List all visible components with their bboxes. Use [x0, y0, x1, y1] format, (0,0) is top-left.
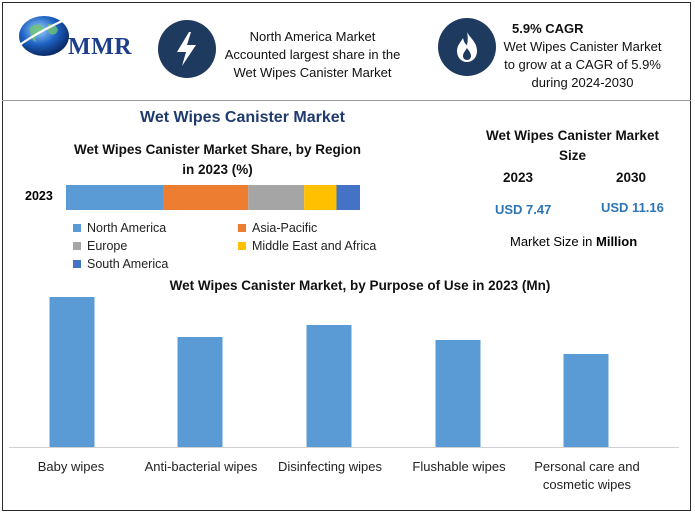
legend-north-america: North America	[73, 221, 166, 235]
legend-swatch	[73, 242, 81, 250]
category-label-line: Baby wipes	[37, 459, 105, 474]
legend-swatch	[238, 242, 246, 250]
region-chart-title-line: Wet Wipes Canister Market Share, by Regi…	[74, 142, 361, 157]
purpose-bar-baby-wipes	[49, 297, 95, 447]
header-right-line: to grow at a CAGR of 5.9%	[504, 57, 661, 72]
market-size-title: Wet Wipes Canister Market Size	[470, 126, 675, 166]
header-left-line: Wet Wipes Canister Market	[233, 65, 392, 80]
header-divider	[2, 100, 691, 101]
market-size-value-2030: USD 11.16	[601, 200, 664, 215]
region-bar-segment-europe	[248, 185, 305, 210]
lightning-icon	[177, 32, 196, 66]
purpose-chart-title: Wet Wipes Canister Market, by Purpose of…	[169, 278, 551, 293]
category-label-line: Disinfecting wipes	[277, 459, 383, 474]
market-size-title-line: Size	[558, 148, 586, 163]
header-left-line: North America Market	[249, 29, 376, 44]
legend-label: South America	[87, 257, 169, 271]
region-bar-segment-middle-east-and-africa	[304, 185, 337, 210]
flame-icon	[457, 32, 477, 62]
purpose-bar-anti-bacterial-wipes	[177, 337, 223, 447]
legend-label: North America	[87, 221, 167, 235]
globe-logo-icon	[17, 14, 75, 56]
region-bar-segment-asia-pacific	[163, 185, 249, 210]
category-label-line: Personal care and	[534, 459, 640, 474]
category-label: Personal care and cosmetic wipes	[522, 458, 652, 494]
market-size-title-line: Wet Wipes Canister Market	[486, 128, 659, 143]
legend-swatch	[73, 260, 81, 268]
purpose-bar-disinfecting-wipes	[306, 325, 352, 447]
market-size-year-2030: 2030	[616, 170, 647, 185]
region-chart-title: Wet Wipes Canister Market Share, by Regi…	[60, 140, 375, 180]
region-chart-title-line: in 2023 (%)	[182, 162, 253, 177]
header-right-line: Wet Wipes Canister Market	[503, 39, 662, 54]
market-size-unit-bold: Million	[596, 234, 638, 249]
cagr-title: 5.9% CAGR	[512, 21, 584, 36]
region-bar-segment-north-america	[66, 185, 164, 210]
legend-swatch	[73, 224, 81, 232]
legend-label: Asia-Pacific	[252, 221, 318, 235]
category-label: Anti-bacterial wipes	[136, 458, 266, 476]
infographic-frame	[2, 2, 691, 511]
header-left-line: Accounted largest share in the	[224, 47, 401, 62]
category-label: Baby wipes	[10, 458, 132, 476]
main-title: Wet Wipes Canister Market	[140, 109, 345, 126]
category-label: Flushable wipes	[394, 458, 524, 476]
region-stacked-bar	[66, 185, 360, 210]
legend-asia-pacific: Asia-Pacific	[238, 221, 317, 235]
flame-icon-circle	[438, 18, 496, 76]
market-size-value-2023: USD 7.47	[495, 202, 552, 217]
region-year-label: 2023	[25, 189, 53, 203]
purpose-bar-personal-care-and-cosmetic-wipes	[563, 354, 609, 447]
legend-label: Europe	[87, 239, 128, 253]
market-size-year-2023: 2023	[503, 170, 534, 185]
category-label-line: Anti-bacterial wipes	[144, 459, 258, 474]
purpose-bar-chart	[9, 297, 679, 448]
legend-south-america: South America	[73, 257, 168, 271]
category-label-line: Flushable wipes	[412, 459, 506, 474]
legend-middle-east-africa: Middle East and Africa	[238, 239, 376, 253]
legend-swatch	[238, 224, 246, 232]
category-label: Disinfecting wipes	[265, 458, 395, 476]
header-right-line: during 2024-2030	[531, 75, 634, 90]
legend-label: Middle East and Africa	[252, 239, 377, 253]
logo-text: MMR	[68, 34, 133, 60]
purpose-bar-flushable-wipes	[435, 340, 481, 447]
region-bar-segment-south-america	[336, 185, 360, 210]
header-left-text: North America Market Accounted largest s…	[215, 28, 410, 82]
legend-europe: Europe	[73, 239, 127, 253]
market-size-unit: Market Size in Million	[510, 234, 637, 249]
category-label-line: cosmetic wipes	[542, 477, 632, 492]
lightning-icon-circle	[158, 20, 216, 78]
header-right-text: 5.9% CAGR Wet Wipes Canister Market to g…	[485, 20, 680, 92]
market-size-unit-prefix: Market Size in	[510, 234, 593, 249]
